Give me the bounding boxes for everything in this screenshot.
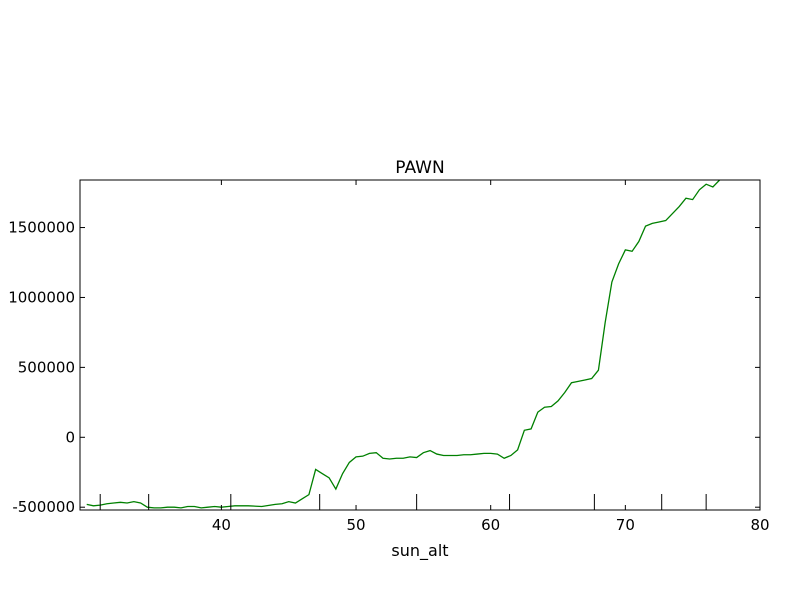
y-tick-label-3: 1000000 [8,288,75,306]
plot-area: 40 50 60 70 80 -500000 0 500000 1000000 1500000 [8,179,770,534]
y-tick-label-0: -500000 [12,498,75,516]
plot-frame [79,179,761,511]
x-tick-label-1: 50 [346,516,365,534]
x-tick-label-4: 80 [750,516,769,534]
x-axis-label: sun_alt [391,541,448,561]
x-tick-label-2: 60 [481,516,500,534]
y-tick-label-2: 500000 [18,358,75,376]
x-tick-label-0: 40 [212,516,231,534]
y-tick-label-4: 1500000 [8,219,75,237]
y-tick-label-1: 0 [65,428,75,446]
chart-title: PAWN [395,158,444,178]
x-tick-label-3: 70 [616,516,635,534]
series-line-0 [86,180,721,509]
